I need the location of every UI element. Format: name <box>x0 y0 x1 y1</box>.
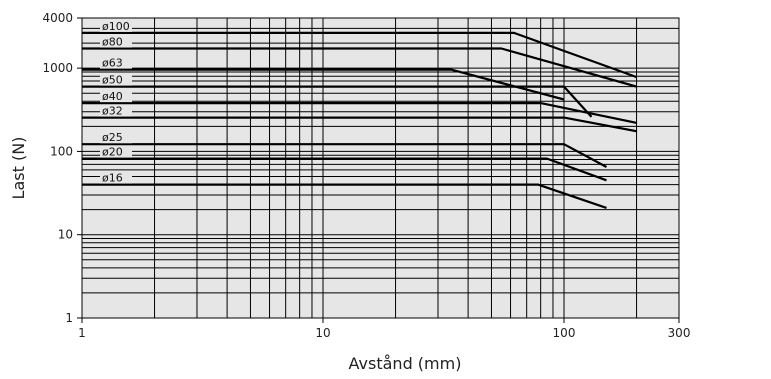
series-line <box>82 116 637 133</box>
series-label-bg <box>100 104 132 117</box>
series-labels: ø100 ø80 ø63 ø50 ø40 ø32 ø25 ø20 ø16 <box>100 19 132 185</box>
series-label-bg <box>100 90 132 103</box>
y-tick-label: 4000 <box>42 11 73 25</box>
plot-frame <box>81 17 680 319</box>
series-label: ø40 <box>102 90 123 103</box>
x-tick-label: 100 <box>553 326 576 340</box>
axis-ticks <box>77 17 680 323</box>
tick-labels: 1 10 100 300 1 10 100 1000 4000 <box>42 11 690 340</box>
series-label-bg <box>100 171 132 184</box>
series-label: ø20 <box>102 146 123 159</box>
series-label: ø25 <box>102 131 123 144</box>
series-label: ø32 <box>102 105 123 118</box>
series-label: ø80 <box>102 36 123 49</box>
y-tick-label: 10 <box>58 228 73 242</box>
x-axis-title: Avstånd (mm) <box>349 354 462 373</box>
series-line <box>82 31 637 79</box>
series-label-bg <box>100 19 132 32</box>
series-label-bg <box>100 35 132 48</box>
series-line <box>82 47 637 88</box>
x-tick-label: 300 <box>668 326 691 340</box>
series-label: ø16 <box>102 172 123 185</box>
series-line <box>82 143 608 168</box>
series-label: ø63 <box>102 57 123 70</box>
y-tick-label: 100 <box>50 144 73 158</box>
series-label: ø50 <box>102 74 123 87</box>
y-tick-label: 1 <box>65 311 73 325</box>
series-line <box>82 183 607 209</box>
y-axis-title: Last (N) <box>9 137 28 200</box>
y-tick-label: 1000 <box>42 61 73 75</box>
series-line <box>82 68 565 101</box>
series-label-bg <box>100 56 132 69</box>
x-tick-label: 10 <box>315 326 330 340</box>
series-line <box>82 85 593 118</box>
series-line <box>82 101 637 124</box>
series-label-bg <box>100 145 132 158</box>
series-label-bg <box>100 73 132 86</box>
series-line <box>82 157 607 182</box>
plot-area <box>82 18 679 318</box>
series-label-bg <box>100 131 132 144</box>
series-lines <box>82 31 637 209</box>
series-label: ø100 <box>102 20 130 33</box>
x-tick-label: 1 <box>78 326 86 340</box>
